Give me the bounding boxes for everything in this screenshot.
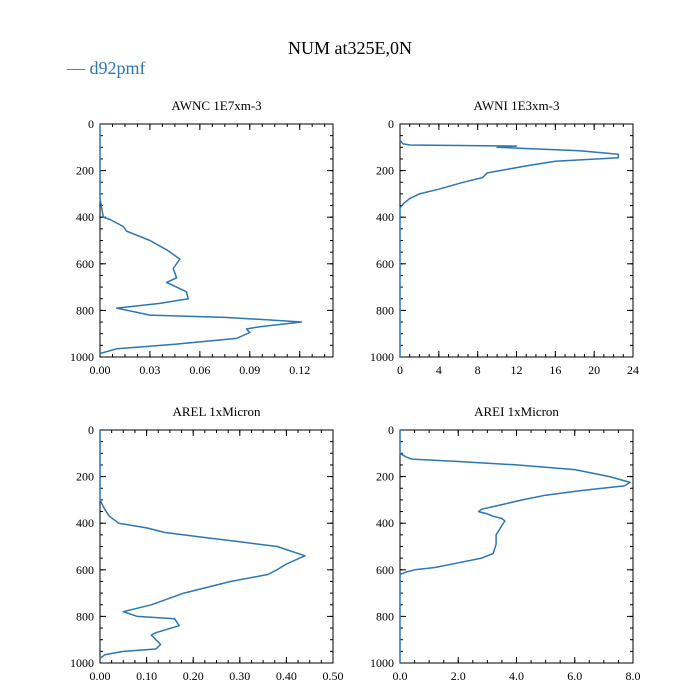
x-tick-label: 8.0: [626, 669, 641, 683]
x-tick-label: 4.0: [509, 669, 524, 683]
y-tick-label: 600: [76, 563, 94, 577]
x-tick-label: 0.00: [90, 363, 111, 377]
x-tick-label: 0.00: [90, 669, 111, 683]
y-tick-label: 800: [76, 609, 94, 623]
x-tick-label: 0.06: [189, 363, 210, 377]
y-tick-label: 800: [76, 303, 94, 317]
x-tick-label: 0.0: [393, 669, 408, 683]
x-tick-label: 0.30: [229, 669, 250, 683]
y-tick-label: 400: [76, 210, 94, 224]
plot-frame: [99, 429, 334, 664]
x-tick-label: 0.20: [183, 669, 204, 683]
panel-arel: AREL 1xMicron 0.00 0.10 0.20 0.30 0.40 0.50 0 20…: [70, 404, 344, 683]
panel-awni: AWNI 1E3xm-3 0 4 8 12 16 20 24 0 200 400 600 800 1000: [370, 98, 639, 377]
x-tick-label: 20: [588, 363, 600, 377]
x-tick-label: 0.40: [276, 669, 297, 683]
series-line-d92pmf: [399, 430, 631, 663]
y-tick-label: 0: [88, 117, 94, 131]
y-tick-label: 0: [388, 423, 394, 437]
x-tick-label: 4: [436, 363, 442, 377]
y-tick-label: 0: [88, 423, 94, 437]
y-tick-label: 1000: [70, 350, 94, 364]
y-tick-label: 1000: [370, 656, 394, 670]
y-tick-label: 1000: [70, 656, 94, 670]
series-line-d92pmf: [99, 124, 303, 355]
y-tick-label: 0: [388, 117, 394, 131]
figure-title: NUM at325E,0N: [288, 38, 412, 58]
panel-arei: AREI 1xMicron 0.0 2.0 4.0 6.0 8.0 0 200 400 600 80…: [370, 404, 641, 683]
y-tick-label: 400: [376, 210, 394, 224]
y-tick-label: 200: [76, 470, 94, 484]
x-tick-label: 6.0: [567, 669, 582, 683]
panel-title: AWNI 1E3xm-3: [474, 98, 560, 113]
y-tick-label: 400: [376, 516, 394, 530]
y-tick-label: 400: [76, 516, 94, 530]
legend-label: — d92pmf: [66, 58, 146, 78]
panel-title: AWNC 1E7xm-3: [171, 98, 261, 113]
x-tick-label: 24: [627, 363, 639, 377]
x-tick-label: 0.03: [139, 363, 160, 377]
y-tick-label: 200: [376, 164, 394, 178]
x-tick-label: 12: [511, 363, 523, 377]
x-tick-label: 8: [475, 363, 481, 377]
x-tick-label: 2.0: [451, 669, 466, 683]
y-tick-label: 1000: [370, 350, 394, 364]
y-tick-label: 600: [376, 257, 394, 271]
x-tick-label: 0: [397, 363, 403, 377]
panel-title: AREL 1xMicron: [173, 404, 261, 419]
y-tick-label: 600: [376, 563, 394, 577]
x-tick-label: 0.10: [136, 669, 157, 683]
y-tick-label: 800: [376, 609, 394, 623]
y-tick-label: 200: [376, 470, 394, 484]
series-line-d92pmf: [99, 430, 306, 659]
y-tick-label: 600: [76, 257, 94, 271]
x-tick-label: 0.12: [289, 363, 310, 377]
x-tick-label: 0.50: [323, 669, 344, 683]
panel-awnc: AWNC 1E7xm-3 0.00 0.03 0.06 0.09 0.12 0 200 400 6…: [70, 98, 334, 377]
panel-title: AREI 1xMicron: [474, 404, 559, 419]
x-tick-label: 16: [549, 363, 561, 377]
y-tick-label: 800: [376, 303, 394, 317]
y-tick-label: 200: [76, 164, 94, 178]
x-tick-label: 0.09: [239, 363, 260, 377]
series-line-d92pmf: [399, 139, 620, 357]
legend: — d92pmf: [66, 58, 146, 78]
